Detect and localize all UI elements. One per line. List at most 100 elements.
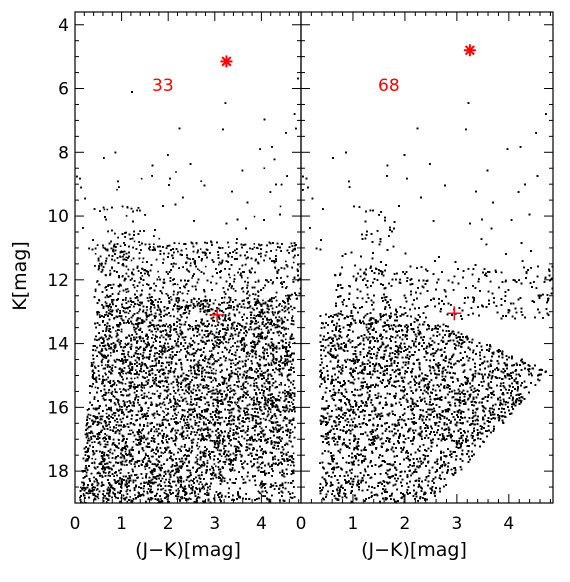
star-point xyxy=(290,465,292,467)
star-point xyxy=(125,316,127,318)
star-point xyxy=(133,441,135,443)
star-point xyxy=(199,270,201,272)
star-point xyxy=(216,436,218,438)
star-point xyxy=(276,448,278,450)
star-point xyxy=(124,312,126,314)
star-point xyxy=(188,424,190,426)
star-point xyxy=(101,423,103,425)
star-point xyxy=(190,262,192,264)
star-point xyxy=(145,343,147,345)
star-point xyxy=(215,434,217,436)
star-point xyxy=(285,295,287,297)
star-point xyxy=(199,464,201,466)
star-point xyxy=(254,315,256,317)
star-point xyxy=(215,373,217,375)
star-point xyxy=(282,452,284,454)
star-point xyxy=(86,458,88,460)
star-point xyxy=(237,371,239,373)
star-point xyxy=(249,396,251,398)
star-point xyxy=(213,358,215,360)
star-point xyxy=(126,401,128,403)
star-point xyxy=(214,463,216,465)
star-point xyxy=(166,333,168,335)
star-point xyxy=(154,417,156,419)
star-point xyxy=(175,263,177,265)
star-point xyxy=(221,455,223,457)
star-point xyxy=(138,359,140,361)
star-point xyxy=(177,399,179,401)
star-point xyxy=(267,335,269,337)
star-point xyxy=(288,482,290,484)
star-point xyxy=(197,442,199,444)
star-point xyxy=(147,491,149,493)
star-point xyxy=(274,458,276,460)
star-point xyxy=(200,429,202,431)
star-point xyxy=(222,343,224,345)
star-point xyxy=(258,321,260,323)
star-point xyxy=(254,216,256,218)
star-point xyxy=(246,443,248,445)
star-point xyxy=(229,277,231,279)
star-point xyxy=(121,329,123,331)
star-point xyxy=(164,412,166,414)
star-point xyxy=(104,209,106,211)
star-point xyxy=(205,266,207,268)
star-point xyxy=(135,369,137,371)
star-point xyxy=(110,352,112,354)
star-point xyxy=(207,489,209,491)
star-point xyxy=(248,439,250,441)
star-point xyxy=(198,330,200,332)
star-point xyxy=(128,313,130,315)
star-point xyxy=(212,357,214,359)
star-point xyxy=(257,397,259,399)
star-point xyxy=(287,451,289,453)
star-point xyxy=(267,375,269,377)
star-point xyxy=(95,253,97,255)
star-point xyxy=(142,275,144,277)
star-point xyxy=(99,314,101,316)
star-point xyxy=(110,308,112,310)
star-point xyxy=(280,206,282,208)
star-point xyxy=(134,241,136,243)
star-point xyxy=(142,284,144,286)
star-point xyxy=(155,428,157,430)
star-point xyxy=(112,391,114,393)
star-point xyxy=(240,386,242,388)
star-point xyxy=(103,446,105,448)
star-point xyxy=(145,384,147,386)
star-point xyxy=(233,363,235,365)
star-point xyxy=(173,396,175,398)
star-point xyxy=(136,290,138,292)
star-point xyxy=(194,371,196,373)
star-point xyxy=(248,355,250,357)
star-point xyxy=(289,299,291,301)
star-point xyxy=(127,288,129,290)
star-point xyxy=(207,460,209,462)
star-point xyxy=(211,350,213,352)
star-point xyxy=(247,277,249,279)
star-point xyxy=(131,346,133,348)
star-point xyxy=(272,378,274,380)
star-point xyxy=(144,387,146,389)
star-point xyxy=(189,258,191,260)
star-point xyxy=(247,383,249,385)
star-point xyxy=(213,368,215,370)
star-point xyxy=(261,371,263,373)
star-point xyxy=(131,430,133,432)
star-point xyxy=(147,422,149,424)
star-point xyxy=(201,484,203,486)
star-point xyxy=(110,462,112,464)
star-point xyxy=(286,364,288,366)
star-point xyxy=(263,418,265,420)
star-point xyxy=(238,400,240,402)
star-point xyxy=(125,322,127,324)
star-point xyxy=(177,478,179,480)
star-point xyxy=(177,477,179,479)
star-point xyxy=(274,372,276,374)
star-point xyxy=(196,301,198,303)
star-point xyxy=(114,348,116,350)
star-point xyxy=(270,411,272,413)
star-point xyxy=(161,293,163,295)
star-point xyxy=(249,421,251,423)
star-point xyxy=(264,348,266,350)
